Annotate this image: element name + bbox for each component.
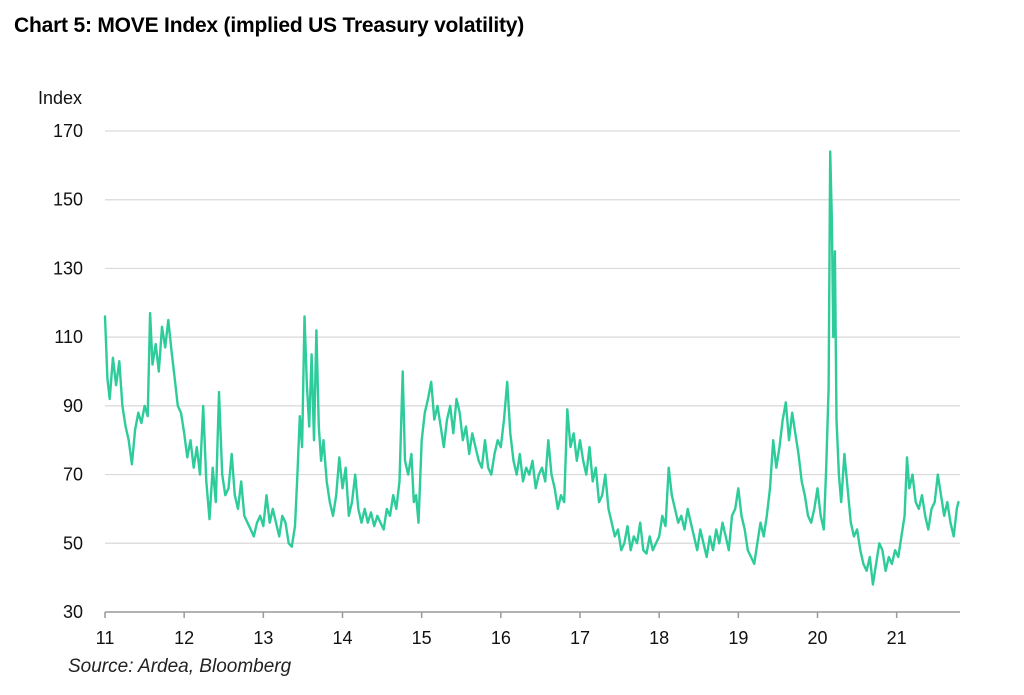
x-tick-label: 15 [412, 628, 432, 648]
x-tick-label: 21 [887, 628, 907, 648]
series-layer [103, 150, 960, 586]
x-tick-label: 13 [253, 628, 273, 648]
axes [104, 611, 960, 618]
x-tick-label: 17 [570, 628, 590, 648]
y-tick-label: 110 [54, 327, 83, 347]
x-tick-label: 20 [807, 628, 827, 648]
x-tick-label: 14 [332, 628, 352, 648]
y-tick-label: 30 [63, 602, 83, 622]
chart-title: Chart 5: MOVE Index (implied US Treasury… [14, 14, 525, 37]
x-tick-label: 16 [491, 628, 511, 648]
y-tick-label: 150 [53, 190, 83, 210]
y-tick-label: 50 [63, 533, 83, 553]
y-tick-label: 130 [53, 258, 83, 278]
y-tick-label: 170 [53, 121, 83, 141]
source-note: Source: Ardea, Bloomberg [68, 656, 292, 677]
x-tick-label: 11 [96, 628, 115, 648]
x-tick-label: 19 [728, 628, 748, 648]
series-line-0 [103, 150, 960, 586]
y-tick-label: 70 [63, 465, 83, 485]
y-axis-label: Index [38, 88, 82, 108]
x-tick-label: 18 [649, 628, 669, 648]
gridlines [105, 130, 960, 544]
tick-labels: 170 150 130 110 90 70 50 30 11 12 13 14 15 16 17 18 19 20… [53, 121, 907, 648]
y-tick-label: 90 [63, 396, 83, 416]
x-tick-label: 12 [174, 628, 194, 648]
